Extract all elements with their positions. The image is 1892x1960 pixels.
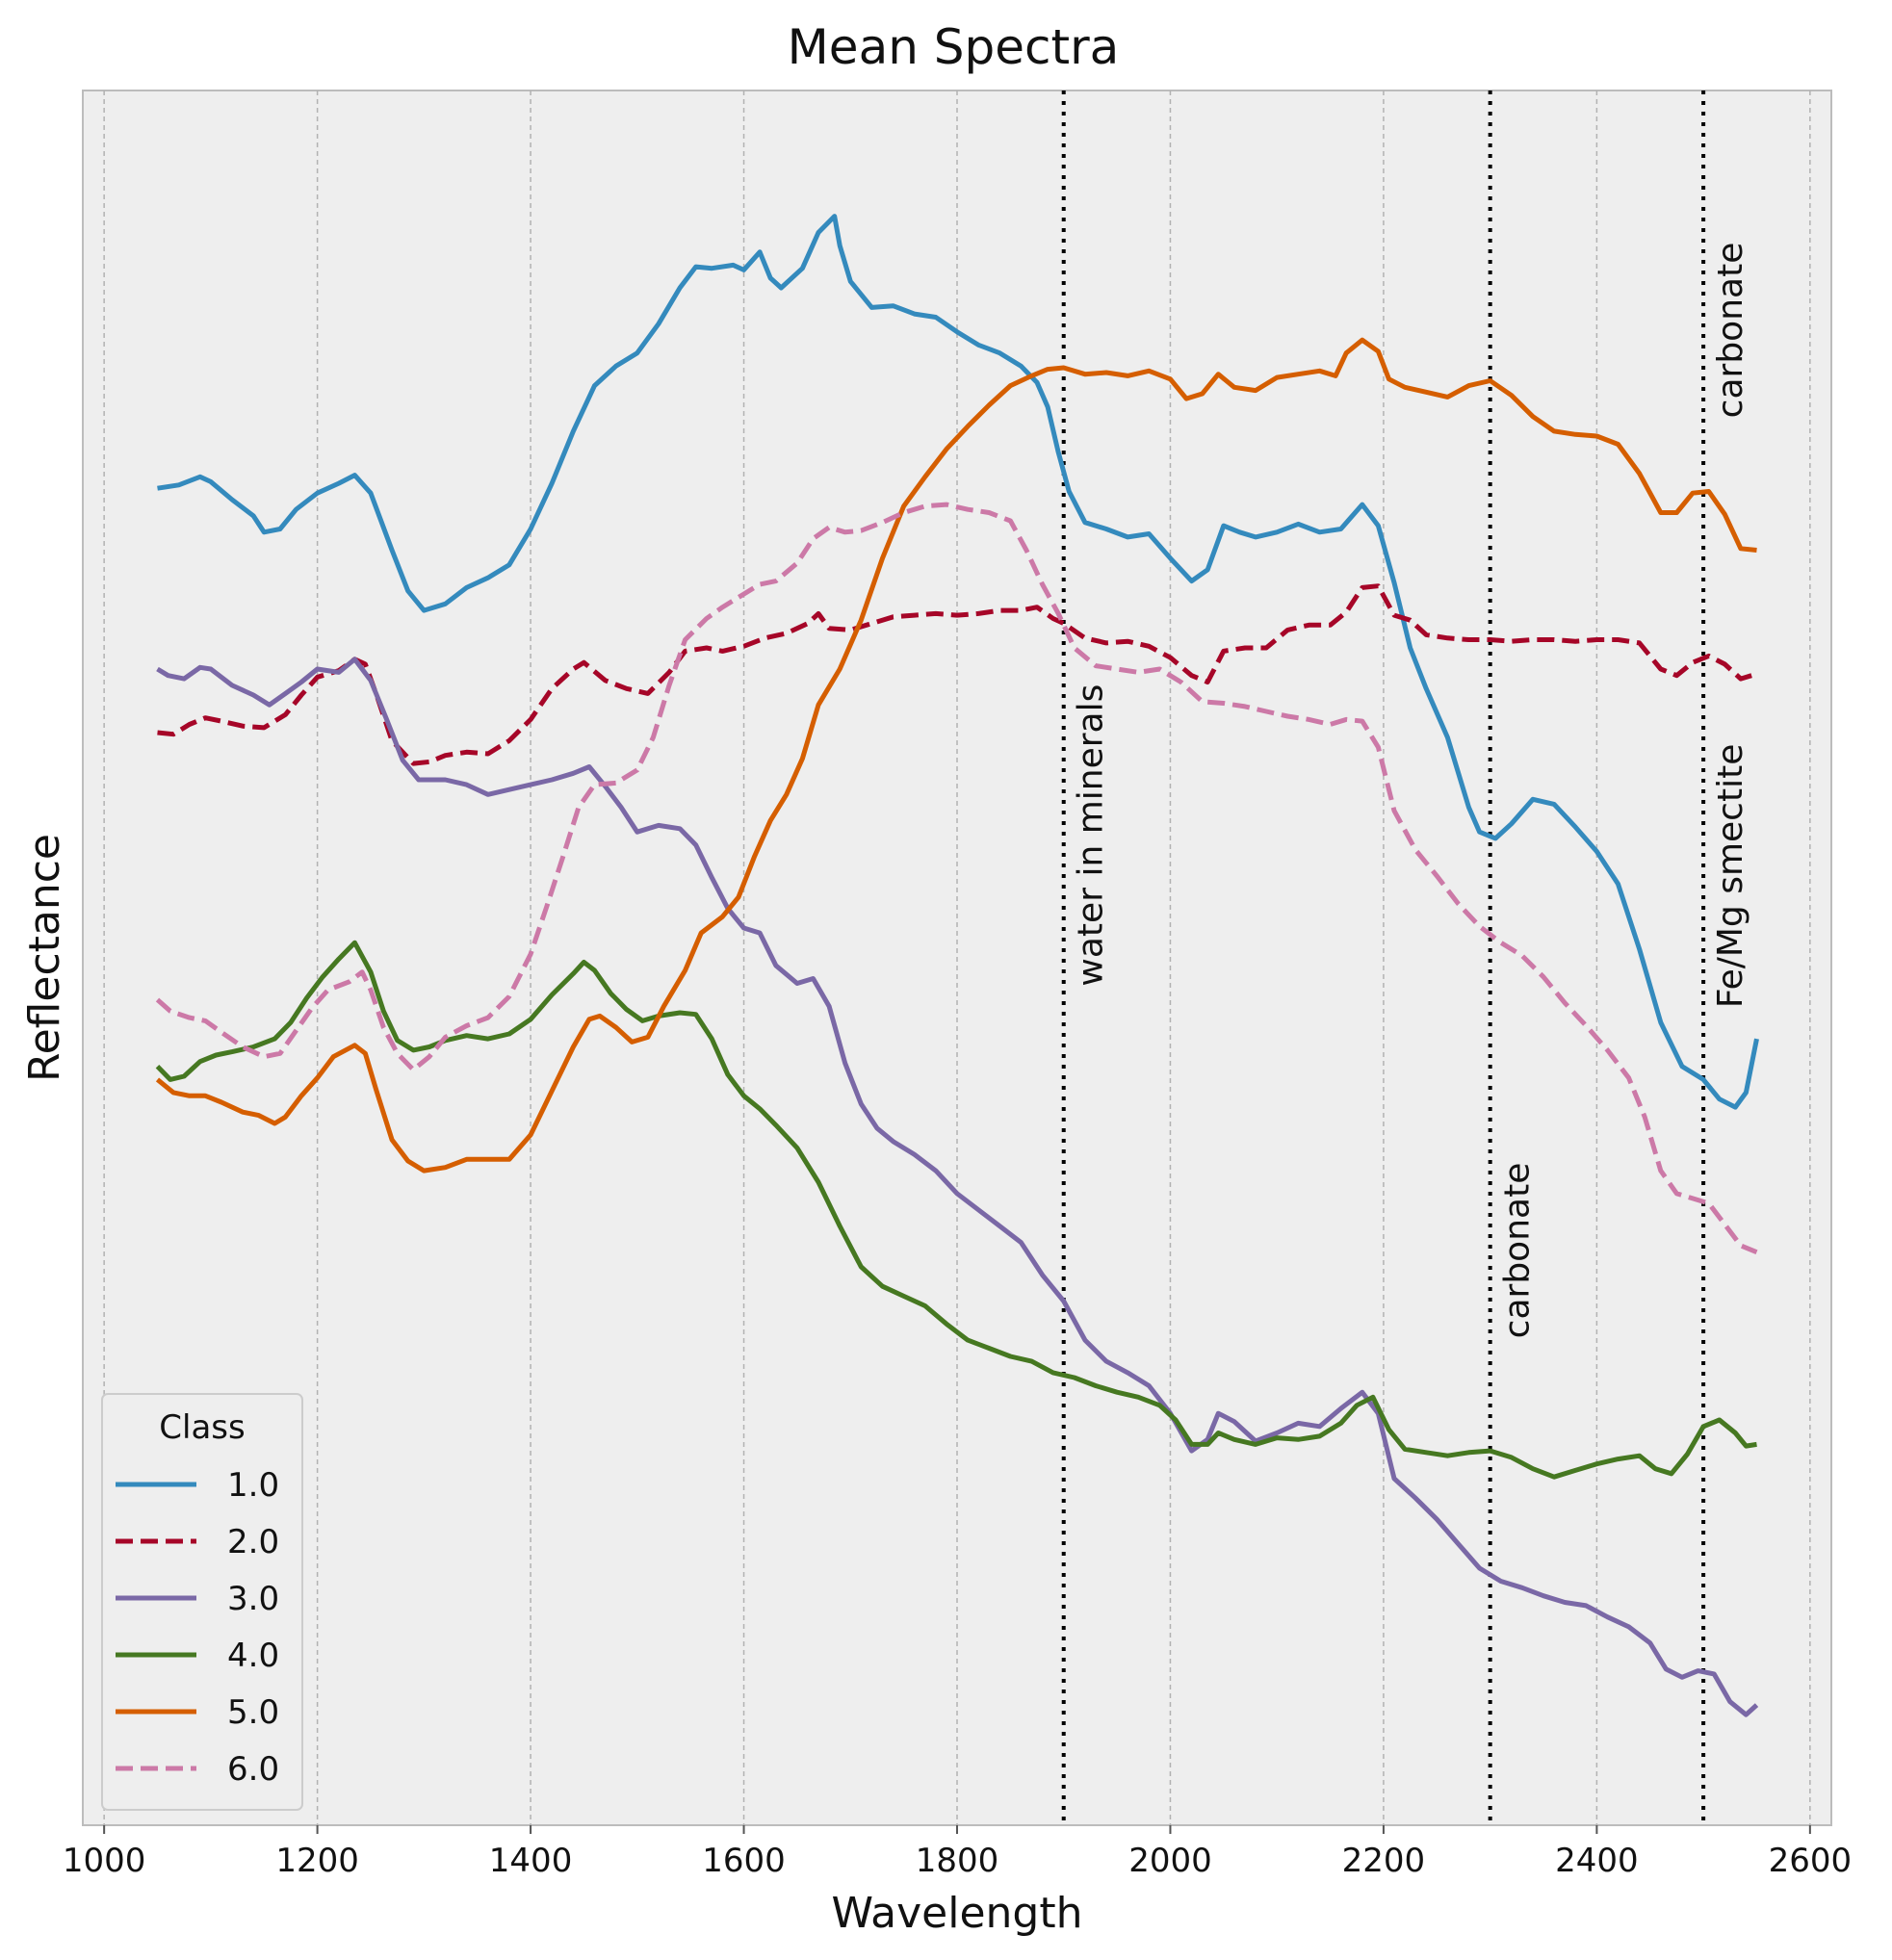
legend-label: 3.0 xyxy=(227,1580,279,1618)
x-tick-label: 2400 xyxy=(1555,1842,1639,1880)
series-line-5-0 xyxy=(155,337,1757,1173)
x-axis-label: Wavelength xyxy=(831,1889,1082,1938)
legend-label: 2.0 xyxy=(227,1523,279,1561)
x-tick-label: 2600 xyxy=(1769,1842,1853,1880)
annotation-label: carbonate xyxy=(1711,243,1750,419)
legend-label: 6.0 xyxy=(227,1750,279,1789)
legend-label: 5.0 xyxy=(227,1693,279,1732)
x-tick-label: 1400 xyxy=(489,1842,573,1880)
y-axis-label: Reflectance xyxy=(20,834,69,1082)
series-line-6-0 xyxy=(155,502,1758,1255)
x-tick-label: 1000 xyxy=(63,1842,146,1880)
legend-box xyxy=(101,1393,303,1811)
x-tick-label: 2200 xyxy=(1342,1842,1426,1880)
x-tick-label: 2000 xyxy=(1128,1842,1212,1880)
series-lines xyxy=(155,214,1759,1717)
legend-items: 1.0 2.0 3.0 4.0 5.0 6.0 xyxy=(116,1466,279,1789)
legend-title: Class xyxy=(159,1408,245,1447)
series-line-1-0 xyxy=(157,214,1759,1110)
annotation-label: Fe/Mg smectite xyxy=(1711,744,1750,1009)
legend-label: 4.0 xyxy=(227,1637,279,1675)
annotation-label: carbonate xyxy=(1498,1163,1538,1339)
annotation-label: water in minerals xyxy=(1072,684,1111,987)
chart-title: Mean Spectra xyxy=(788,19,1120,75)
x-tick-label: 1800 xyxy=(916,1842,999,1880)
x-tick-label: 1200 xyxy=(275,1842,359,1880)
x-axis-ticks: 1000 1200 1400 1600 1800 2000 2200 2400 2600 xyxy=(63,1825,1852,1880)
x-tick-label: 1600 xyxy=(702,1842,786,1880)
annotation-labels: water in minerals carbonate Fe/Mg smectite… xyxy=(1072,243,1750,1339)
series-line-3-0 xyxy=(156,657,1759,1717)
legend: Class 1.0 2.0 3.0 4.0 5.0 6.0 xyxy=(101,1393,303,1811)
legend-label: 1.0 xyxy=(227,1466,279,1505)
series-line-4-0 xyxy=(155,940,1757,1480)
